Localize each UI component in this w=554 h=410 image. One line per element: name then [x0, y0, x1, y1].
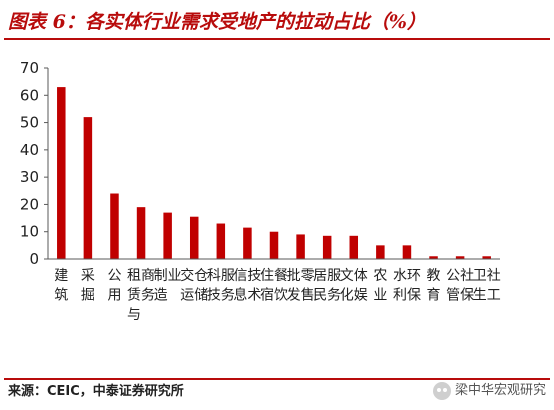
y-tick-label: 40 — [20, 141, 39, 159]
bar-批发零售 — [296, 234, 305, 259]
bar-卫生社工 — [482, 256, 491, 259]
bar-租赁与商务 — [136, 207, 146, 259]
source-divider — [4, 378, 550, 380]
bar-建筑 — [57, 87, 66, 259]
bar-交运仓储 — [189, 216, 199, 259]
x-tick-label: 交运仓储 — [180, 267, 208, 304]
x-tick-label: 住宿餐饮 — [260, 268, 288, 304]
watermark-label: 梁中华宏观研究 — [454, 383, 546, 398]
x-tick-label: 科技服务 — [207, 268, 235, 304]
x-tick-label: 信息技术 — [233, 268, 261, 304]
y-tick-label: 50 — [20, 114, 39, 132]
bar-chart: 0 10 20 30 40 50 60 70 建筑采掘公用租赁与商务制造业交运仓储科技服务信息… — [20, 59, 501, 323]
bar-series — [57, 87, 491, 259]
x-tick-label: 居民服务 — [313, 268, 341, 304]
y-tick-label: 70 — [20, 59, 39, 77]
axes — [47, 68, 500, 260]
x-tick-label: 公用 — [107, 268, 121, 304]
bar-采掘 — [83, 117, 93, 259]
x-tick-label: 采掘 — [81, 268, 95, 304]
x-tick-label: 制造业 — [154, 268, 182, 304]
x-tick-label: 教育 — [427, 268, 441, 304]
bar-公管社保 — [455, 256, 465, 259]
bar-水利环保 — [402, 245, 412, 259]
title-divider — [4, 38, 550, 40]
wechat-icon — [432, 382, 451, 400]
x-tick-label: 建筑 — [54, 268, 68, 304]
y-tick-label: 60 — [20, 86, 39, 104]
x-axis: 建筑采掘公用租赁与商务制造业交运仓储科技服务信息技术住宿餐饮批发零售居民服务文化… — [54, 267, 500, 323]
y-tick-label: 20 — [20, 195, 39, 213]
y-axis: 0 10 20 30 40 50 60 70 — [20, 59, 48, 268]
bar-居民服务 — [322, 235, 332, 259]
x-tick-label: 文化体娱 — [340, 268, 368, 304]
bar-科技服务 — [216, 223, 226, 259]
x-tick-label: 农业 — [373, 268, 387, 304]
x-tick-label: 批发零售 — [287, 268, 315, 304]
x-tick-label: 租赁与商务 — [127, 268, 155, 323]
y-tick-label: 0 — [29, 250, 39, 268]
bar-住宿餐饮 — [269, 231, 279, 259]
x-tick-label: 公管社保 — [446, 268, 474, 304]
bar-信息技术 — [243, 227, 252, 259]
chart-title: 图表 6：各实体行业需求受地产的拉动占比（%） — [8, 11, 426, 33]
bar-公用 — [110, 193, 119, 259]
y-tick-label: 30 — [20, 168, 39, 186]
bar-教育 — [429, 256, 438, 259]
bar-文化体娱 — [349, 235, 359, 259]
bar-制造业 — [163, 212, 172, 259]
x-tick-label: 卫生社工 — [473, 268, 501, 304]
source-note: 来源：CEIC，中泰证券研究所 — [8, 384, 184, 399]
watermark: 梁中华宏观研究 — [432, 380, 546, 402]
x-tick-label: 水利环保 — [393, 268, 421, 304]
y-tick-label: 10 — [20, 223, 39, 241]
bar-农业 — [376, 245, 385, 259]
